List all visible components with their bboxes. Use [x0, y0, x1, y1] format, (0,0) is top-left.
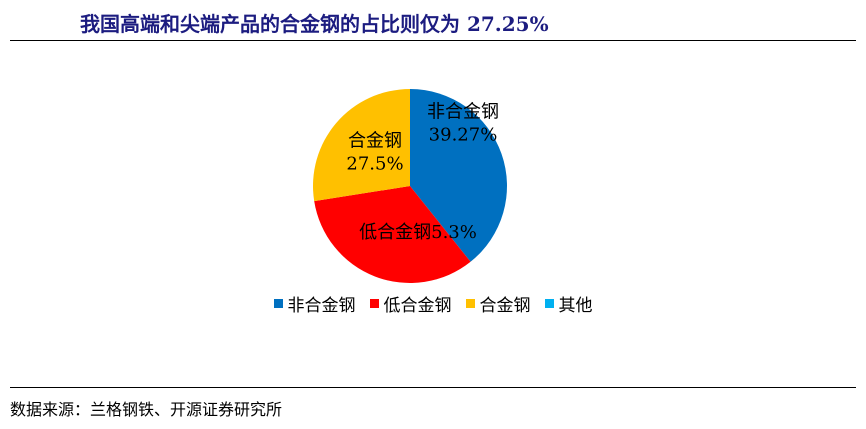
legend-swatch	[544, 299, 554, 308]
legend-swatch	[369, 299, 379, 308]
data-label: 低合金钢5.3%	[359, 222, 477, 243]
data-label: 39.27%	[429, 125, 498, 146]
legend-label: 低合金钢	[383, 296, 452, 316]
source-divider	[10, 387, 856, 388]
data-label: 合金钢	[348, 131, 402, 152]
pie-slice-1	[314, 186, 471, 283]
legend-swatch	[465, 299, 475, 308]
chart-legend: 非合金钢 低合金钢 合金钢 其他	[0, 291, 866, 316]
data-label: 27.5%	[346, 154, 403, 175]
legend-item: 低合金钢	[369, 291, 452, 316]
legend-item: 其他	[544, 291, 593, 316]
legend-label: 非合金钢	[287, 296, 356, 316]
legend-item: 非合金钢	[273, 291, 356, 316]
source-note: 数据来源：兰格钢铁、开源证券研究所	[10, 400, 283, 419]
legend-swatch	[273, 299, 283, 308]
pie-slice-2	[313, 89, 410, 202]
data-label: 非合金钢	[427, 102, 499, 123]
legend-label: 其他	[558, 296, 593, 316]
legend-item: 合金钢	[465, 291, 531, 316]
pie-slice-0	[410, 88, 507, 262]
legend-label: 合金钢	[479, 296, 531, 316]
title-divider	[10, 40, 856, 41]
page-title: 我国高端和尖端产品的合金钢的占比则仅为 27.25%	[80, 12, 549, 36]
